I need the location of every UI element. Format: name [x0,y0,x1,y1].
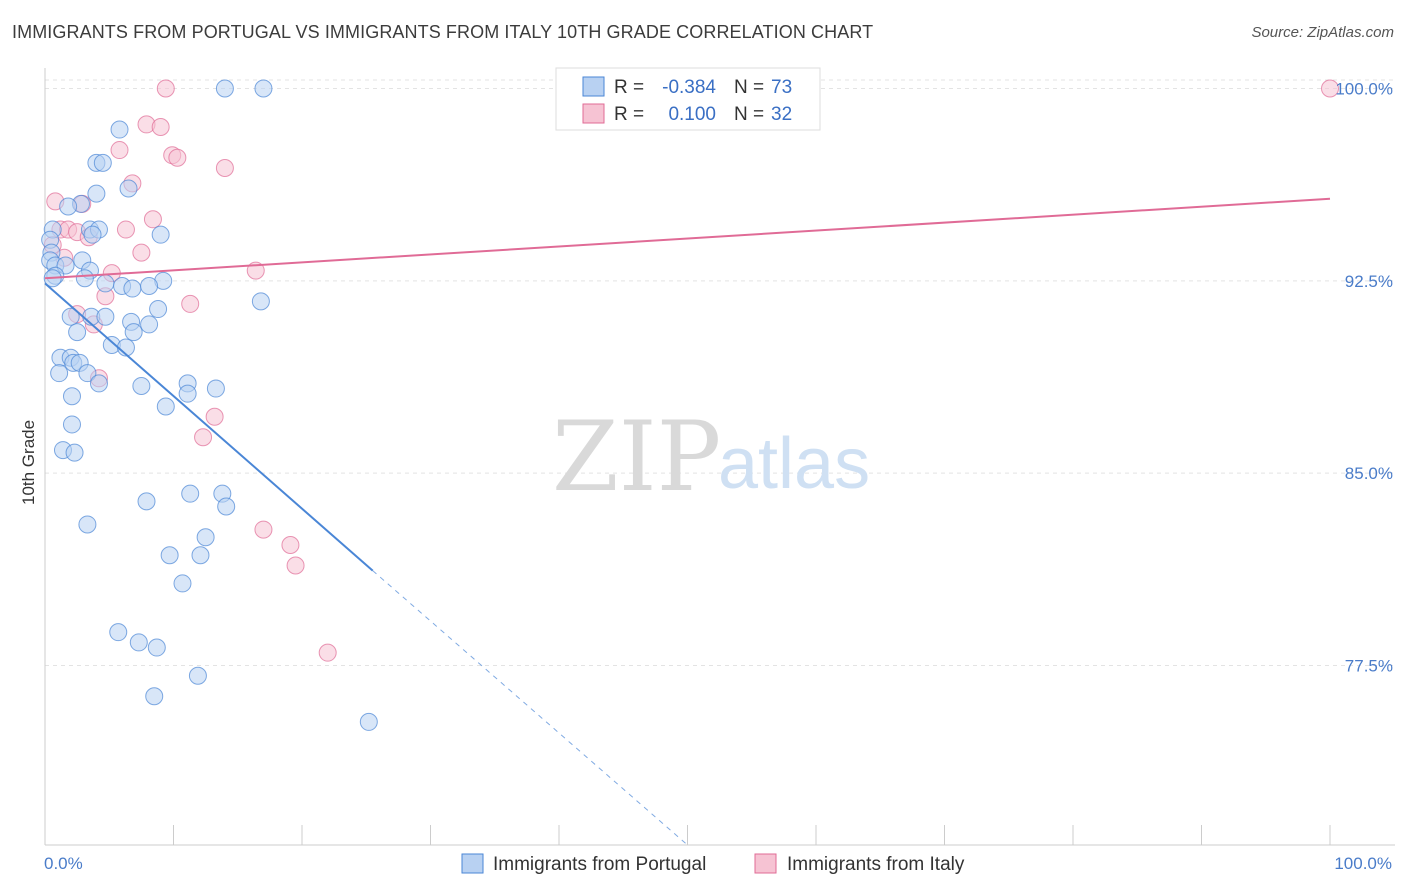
italy-point [281,535,300,554]
portugal-point [151,225,170,244]
portugal-point [140,315,159,334]
portugal-point [156,397,175,416]
portugal-point [119,179,138,198]
x-tick-label-min: 0.0% [44,854,83,873]
series-italy-points [43,79,1339,662]
series-legend: Immigrants from Portugal Immigrants from… [461,853,965,875]
portugal-point [191,546,210,565]
italy-point [151,117,170,136]
portugal-point [59,197,78,216]
portugal-point [75,269,94,288]
portugal-point [147,638,166,657]
portugal-point [181,484,200,503]
italy-point [286,556,305,575]
portugal-point [251,292,270,311]
portugal-point [145,687,164,706]
bottom-legend-swatch-italy [754,853,777,874]
portugal-point [196,528,215,547]
italy-point [215,159,234,178]
legend-n-label-portugal: N = [734,77,764,98]
portugal-point [93,153,112,172]
italy-point [181,294,200,313]
legend-n-value-italy: 32 [771,104,792,125]
legend-swatch-portugal [582,76,605,97]
italy-point [1321,79,1339,98]
portugal-point [96,307,115,326]
portugal-point [68,323,87,342]
y-tick-label: 100.0% [1335,80,1393,99]
italy-point [143,210,162,229]
x-tick-label-max: 100.0% [1334,854,1392,873]
y-axis-title: 10th Grade [19,420,38,505]
portugal-point [217,497,236,516]
portugal-point [50,364,69,383]
italy-point [194,428,213,447]
italy-point [318,643,337,662]
portugal-point [61,307,80,326]
y-tick-label: 92.5% [1345,272,1393,291]
source-label: Source: ZipAtlas.com [1251,24,1394,41]
bottom-legend-label-italy: Immigrants from Italy [787,854,965,875]
portugal-point [188,666,207,685]
portugal-point [78,515,97,534]
y-tick-label: 77.5% [1345,656,1393,675]
portugal-point [87,184,106,203]
portugal-point [110,120,129,139]
bottom-legend-label-portugal: Immigrants from Portugal [493,854,706,875]
italy-point [132,243,151,262]
portugal-point [109,623,128,642]
gridlines [45,79,1395,666]
portugal-point [359,712,378,731]
legend-r-label-portugal: R = [614,77,644,98]
portugal-trend-extension [372,570,688,846]
italy-point [156,79,175,98]
chart-title: IMMIGRANTS FROM PORTUGAL VS IMMIGRANTS F… [12,22,874,42]
legend-n-label-italy: N = [734,104,764,125]
portugal-point [173,574,192,593]
portugal-point [65,443,84,462]
italy-point [110,141,129,160]
watermark-atlas: atlas [718,424,870,504]
y-tick-labels: 77.5% 85.0% 92.5% 100.0% [1335,80,1393,676]
watermark-zip: ZIP [552,401,721,513]
correlation-legend: R = -0.384 N = 73 R = 0.100 N = 32 [555,67,821,131]
portugal-point [132,376,151,395]
italy-trend-line [44,197,1331,280]
series-portugal-points [41,79,378,731]
legend-r-label-italy: R = [614,104,644,125]
portugal-point [129,633,148,652]
portugal-point [206,379,225,398]
axes [44,68,1395,846]
italy-point [116,220,135,239]
legend-n-value-portugal: 73 [771,77,792,98]
italy-point [168,148,187,167]
y-tick-label: 85.0% [1345,464,1393,483]
portugal-trend-line [44,282,374,572]
portugal-point [83,225,102,244]
portugal-point [96,274,115,293]
trend-lines [44,197,1331,846]
legend-r-value-italy: 0.100 [668,104,716,125]
portugal-point [89,374,108,393]
portugal-point [254,79,273,98]
portugal-point [123,279,142,298]
portugal-point [215,79,234,98]
watermark: ZIP atlas [552,401,870,513]
portugal-point [62,387,81,406]
portugal-point [78,364,97,383]
portugal-point [140,276,159,295]
portugal-point [178,384,197,403]
portugal-point [124,323,143,342]
portugal-point [62,415,81,434]
portugal-point [160,546,179,565]
portugal-point [149,300,168,319]
legend-r-value-portugal: -0.384 [662,77,716,98]
portugal-point [137,492,156,511]
legend-swatch-italy [582,103,605,124]
italy-point [205,407,224,426]
bottom-legend-swatch-portugal [461,853,484,874]
italy-point [254,520,273,539]
